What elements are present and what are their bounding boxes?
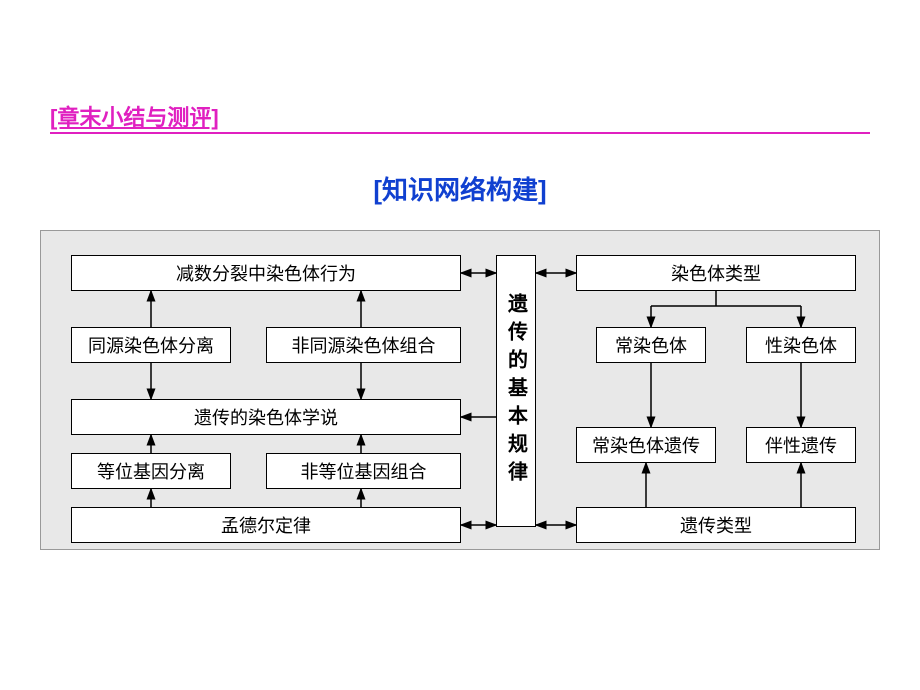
node-n5: 等位基因分离 [71, 453, 231, 489]
header-section: [章末小结与测评] [50, 100, 870, 134]
node-n4: 遗传的染色体学说 [71, 399, 461, 435]
subtitle: [知识网络构建] [0, 170, 920, 207]
node-n10: 性染色体 [746, 327, 856, 363]
node-n11: 常染色体遗传 [576, 427, 716, 463]
knowledge-network-diagram: 遗传的基本规律减数分裂中染色体行为同源染色体分离非同源染色体组合遗传的染色体学说… [40, 230, 880, 550]
node-n6: 非等位基因组合 [266, 453, 461, 489]
node-n9: 常染色体 [596, 327, 706, 363]
center-node: 遗传的基本规律 [496, 255, 536, 527]
node-n7: 孟德尔定律 [71, 507, 461, 543]
node-n13: 遗传类型 [576, 507, 856, 543]
node-n2: 同源染色体分离 [71, 327, 231, 363]
node-n3: 非同源染色体组合 [266, 327, 461, 363]
node-n8: 染色体类型 [576, 255, 856, 291]
node-n12: 伴性遗传 [746, 427, 856, 463]
chapter-summary-link[interactable]: [章末小结与测评] [50, 100, 219, 134]
node-n1: 减数分裂中染色体行为 [71, 255, 461, 291]
